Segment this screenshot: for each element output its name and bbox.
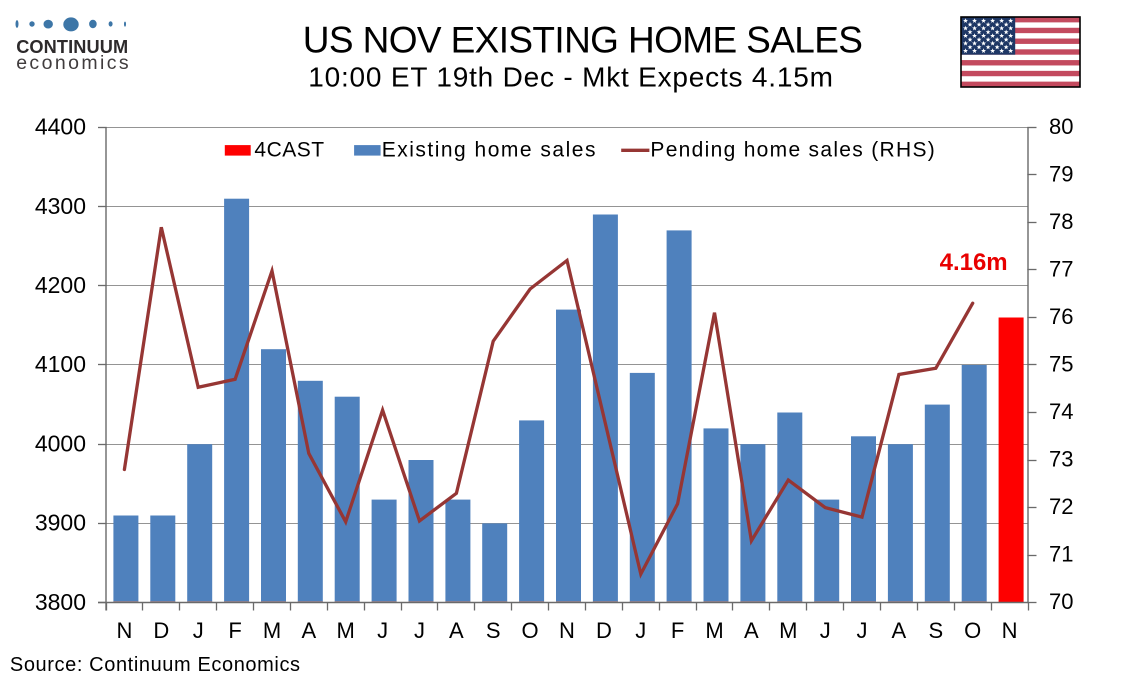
- svg-text:M: M: [263, 618, 281, 643]
- svg-text:D: D: [153, 618, 169, 643]
- svg-text:73: 73: [1049, 447, 1073, 472]
- svg-text:A: A: [892, 618, 907, 643]
- svg-text:S: S: [486, 618, 501, 643]
- svg-text:N: N: [559, 618, 575, 643]
- svg-text:Source: Continuum Economics: Source: Continuum Economics: [10, 654, 301, 676]
- svg-text:4100: 4100: [35, 351, 86, 377]
- svg-text:J: J: [377, 618, 388, 643]
- svg-text:S: S: [928, 618, 943, 643]
- svg-text:70: 70: [1049, 589, 1073, 614]
- svg-text:M: M: [337, 618, 355, 643]
- svg-text:4.16m: 4.16m: [940, 249, 1008, 276]
- svg-text:M: M: [779, 618, 797, 643]
- svg-text:78: 78: [1049, 209, 1073, 234]
- svg-text:77: 77: [1049, 257, 1073, 282]
- svg-text:F: F: [671, 618, 684, 643]
- svg-text:A: A: [301, 618, 316, 643]
- svg-text:Pending home sales (RHS): Pending home sales (RHS): [650, 138, 936, 161]
- svg-text:N: N: [116, 618, 132, 643]
- svg-text:79: 79: [1049, 162, 1073, 187]
- svg-text:N: N: [1002, 618, 1018, 643]
- svg-text:O: O: [522, 618, 539, 643]
- svg-text:4000: 4000: [35, 430, 86, 456]
- svg-text:A: A: [449, 618, 464, 643]
- svg-text:10:00 ET 19th Dec - Mkt Expect: 10:00 ET 19th Dec - Mkt Expects 4.15m: [308, 62, 834, 93]
- svg-text:M: M: [705, 618, 723, 643]
- svg-text:71: 71: [1049, 542, 1073, 567]
- svg-text:F: F: [228, 618, 241, 643]
- svg-text:4400: 4400: [35, 114, 86, 140]
- svg-text:80: 80: [1049, 114, 1073, 139]
- svg-text:US NOV EXISTING HOME SALES: US NOV EXISTING HOME SALES: [303, 20, 863, 61]
- svg-text:D: D: [596, 618, 612, 643]
- svg-text:J: J: [857, 618, 868, 643]
- svg-text:J: J: [820, 618, 831, 643]
- svg-text:CONTINUUM: CONTINUUM: [16, 37, 128, 57]
- svg-text:4200: 4200: [35, 272, 86, 298]
- svg-text:J: J: [635, 618, 646, 643]
- svg-text:J: J: [414, 618, 425, 643]
- svg-text:76: 76: [1049, 304, 1073, 329]
- svg-text:3800: 3800: [35, 589, 86, 615]
- svg-text:O: O: [964, 618, 981, 643]
- svg-text:74: 74: [1049, 399, 1073, 424]
- svg-text:Existing home sales: Existing home sales: [382, 138, 597, 161]
- svg-text:economics: economics: [16, 52, 131, 74]
- svg-text:4CAST: 4CAST: [254, 138, 324, 161]
- svg-text:J: J: [193, 618, 204, 643]
- svg-text:4300: 4300: [35, 193, 86, 219]
- svg-text:3900: 3900: [35, 510, 86, 536]
- svg-text:75: 75: [1049, 352, 1073, 377]
- svg-text:A: A: [744, 618, 759, 643]
- svg-text:72: 72: [1049, 494, 1073, 519]
